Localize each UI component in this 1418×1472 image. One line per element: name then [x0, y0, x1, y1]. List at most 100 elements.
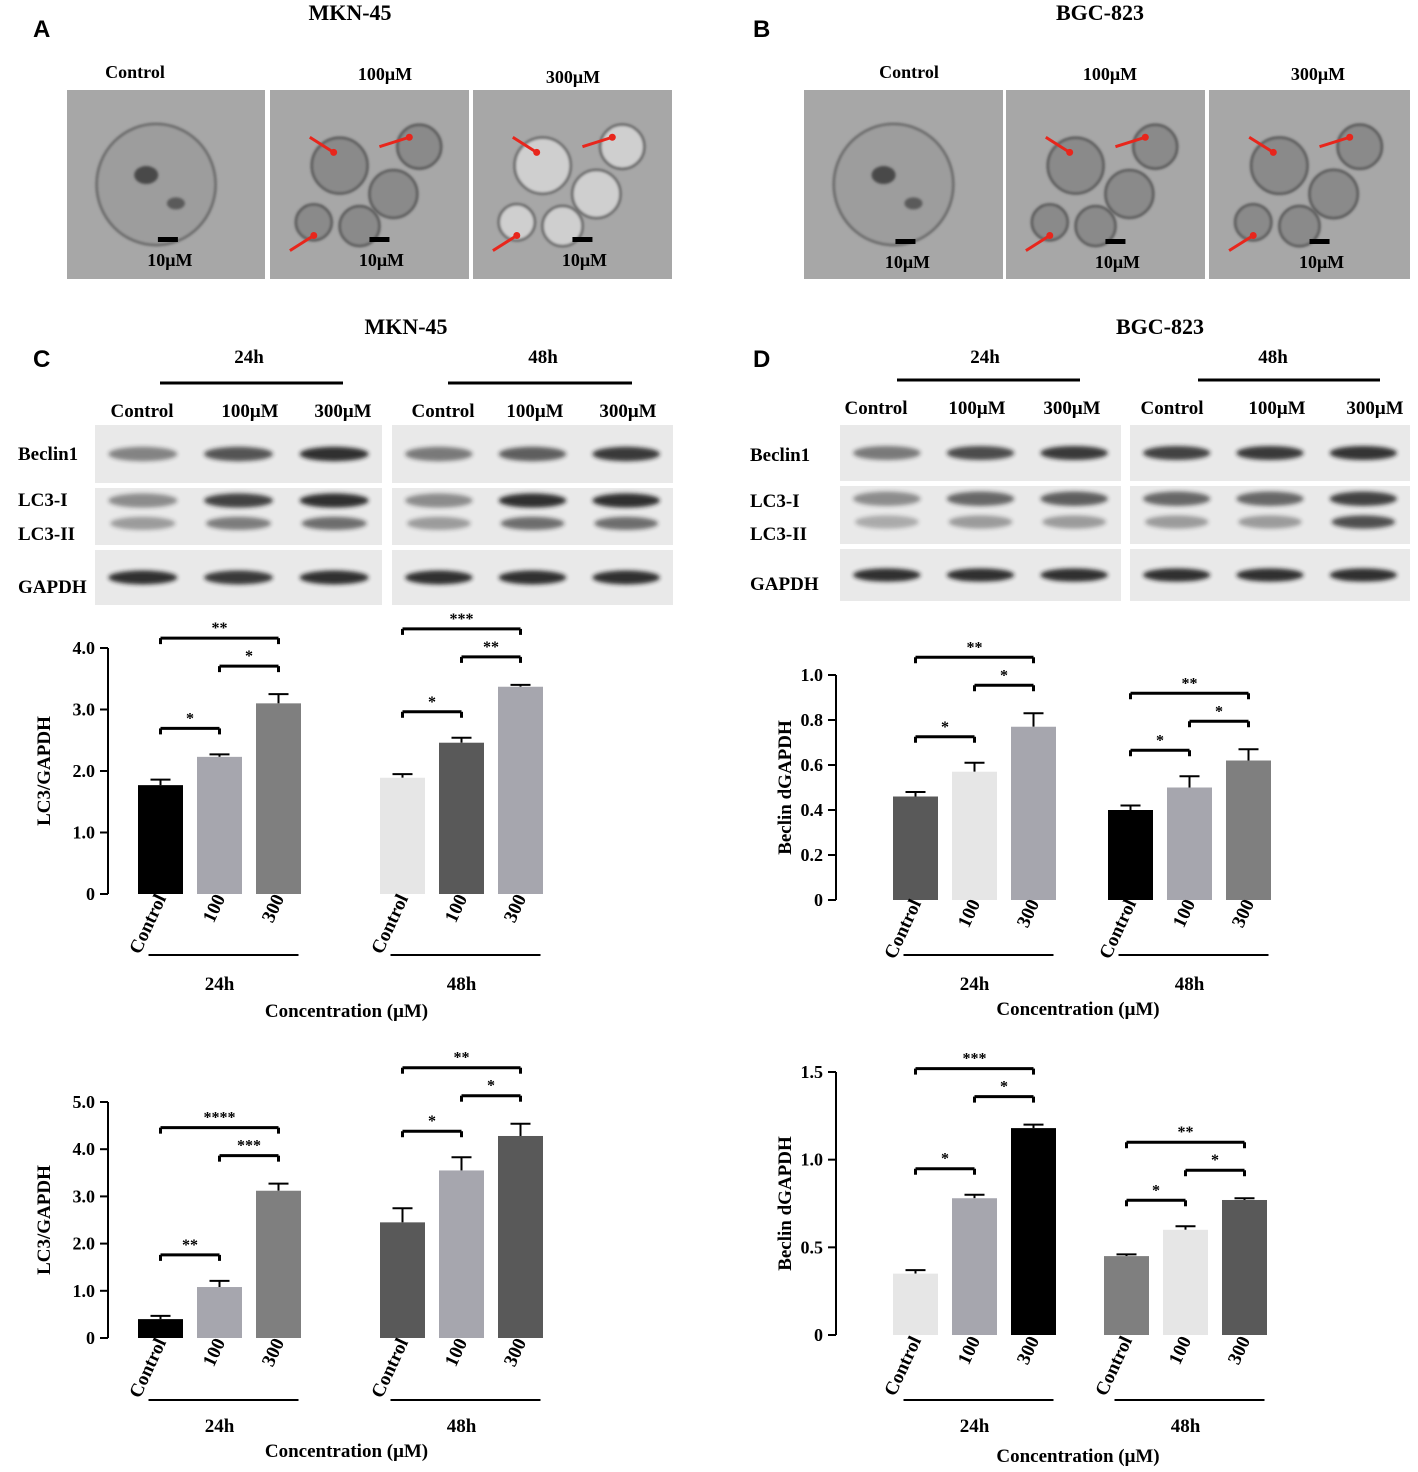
red-arrow: [1114, 135, 1146, 149]
scale-bar-label: 10μM: [1299, 252, 1344, 272]
micrograph-label: 300μM: [1291, 64, 1345, 84]
x-tick-label: Control: [880, 896, 926, 962]
bar: [893, 1273, 938, 1335]
significance-label: ****: [204, 1110, 236, 1127]
y-tick-label: 0.6: [801, 755, 824, 775]
blot-band: [1042, 515, 1107, 529]
panel-a-title: MKN-45: [308, 0, 391, 25]
significance-label: **: [182, 1237, 198, 1254]
y-tick-label: 4.0: [73, 1139, 96, 1159]
y-axis-label: Beclin dGAPDH: [775, 720, 796, 855]
micrograph-b-2: 10μM: [1006, 90, 1205, 279]
red-arrow: [378, 135, 410, 149]
bar: [1108, 810, 1153, 900]
bar: [1104, 1256, 1149, 1335]
blot-band: [108, 446, 178, 462]
blot-band: [854, 515, 919, 529]
scale-bar-label: 10μM: [147, 250, 192, 270]
red-arrow-head: [1046, 232, 1054, 240]
blot-strip: [840, 486, 1121, 544]
blot-row-label: LC3-I: [18, 490, 68, 511]
significance-label: **: [454, 1050, 470, 1067]
y-tick-label: 0: [814, 890, 823, 910]
blot-band: [1144, 515, 1209, 529]
blot-band: [500, 516, 565, 530]
lane-label: Control: [111, 401, 174, 422]
lane-label: 100μM: [1248, 398, 1305, 419]
blot-band: [1238, 515, 1302, 529]
red-arrow-head: [310, 232, 318, 240]
blot-strip: [840, 549, 1121, 601]
x-tick-label: Control: [125, 891, 171, 957]
blot-strip: [95, 550, 382, 605]
scale-bar: [572, 237, 593, 242]
scale-bar-label: 10μM: [562, 250, 607, 270]
red-arrow-head: [405, 133, 413, 141]
blot-band: [1040, 568, 1108, 582]
autophagosome: [1132, 123, 1179, 170]
nucleolus: [871, 166, 896, 185]
blot-row-label: LC3-I: [750, 491, 800, 512]
bar: [380, 1222, 425, 1338]
red-arrow: [1228, 234, 1255, 252]
significance-label: *: [1211, 1152, 1219, 1169]
significance-label: *: [428, 1113, 436, 1130]
x-axis-label: Concentration (μM): [996, 1446, 1159, 1467]
significance-label: *: [245, 648, 253, 665]
y-tick-label: 0: [86, 1328, 95, 1348]
micrograph-label: 100μM: [358, 64, 412, 84]
blot-band: [853, 445, 921, 461]
autophagosome: [1308, 168, 1359, 220]
autophagosome: [1104, 169, 1155, 219]
blot-band: [592, 446, 660, 462]
y-tick-label: 1.0: [73, 1281, 96, 1301]
red-arrow: [492, 234, 518, 252]
red-arrow-head: [1249, 232, 1257, 240]
x-tick-label: Control: [367, 891, 413, 957]
autophagosome: [1046, 136, 1105, 195]
bar: [498, 686, 543, 894]
blot-band: [1236, 568, 1304, 582]
significance-label: *: [941, 1151, 949, 1168]
micrograph-b-3: 10μM: [1209, 90, 1410, 279]
red-arrow-head: [1269, 148, 1277, 156]
bar: [952, 771, 997, 900]
blot-strip: [392, 550, 673, 605]
panel-letter-c: C: [33, 346, 50, 373]
x-tick-label: 300: [258, 1335, 289, 1370]
significance-label: **: [967, 639, 983, 656]
significance-label: *: [186, 710, 194, 727]
blot-band: [1331, 515, 1396, 529]
y-tick-label: 4.0: [73, 638, 96, 658]
time-label: 24h: [970, 347, 1000, 368]
blot-strip: [95, 425, 382, 483]
blot-band: [405, 493, 473, 508]
y-tick-label: 0: [86, 884, 95, 904]
x-tick-label: 100: [199, 891, 230, 926]
red-arrow: [1044, 135, 1071, 154]
bar: [1167, 787, 1212, 900]
y-axis-label: Beclin dGAPDH: [775, 1136, 796, 1271]
micrograph-label: 100μM: [1083, 64, 1137, 84]
x-tick-label: Control: [1095, 896, 1141, 962]
blot-band: [1143, 568, 1211, 582]
blot-band: [405, 446, 473, 462]
x-tick-label: 300: [1013, 1333, 1044, 1368]
blot-band: [301, 516, 367, 530]
bar-chart-2: 0 0.2 0.4 0.6 0.8 1.0 Beclin dGAPDH Control 100 3…: [775, 639, 1271, 1020]
autophagosome: [541, 205, 584, 247]
y-axis-label: LC3/GAPDH: [34, 1165, 55, 1275]
blot-band: [853, 568, 921, 582]
autophagosome: [1234, 203, 1273, 242]
blot-band: [946, 491, 1015, 506]
y-tick-label: 3.0: [73, 700, 96, 720]
x-tick-label: 300: [1224, 1333, 1255, 1368]
bar: [1011, 726, 1056, 900]
nucleus: [832, 123, 955, 246]
bar: [498, 1135, 543, 1338]
x-tick-label: 100: [441, 1335, 472, 1370]
blot-band: [498, 493, 567, 508]
autophagosome: [1278, 204, 1321, 248]
scale-bar: [369, 237, 390, 242]
autophagosome: [513, 136, 572, 195]
